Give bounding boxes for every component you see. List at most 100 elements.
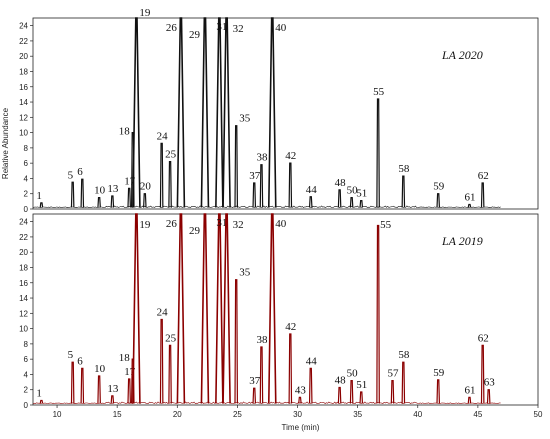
peak-label-58: 58 <box>398 349 410 361</box>
peak-40 <box>267 213 277 404</box>
y-tick-label: 18 <box>19 67 28 76</box>
peak-48 <box>337 386 342 404</box>
peak-label-1: 1 <box>36 190 42 202</box>
x-tick-label: 20 <box>173 410 182 419</box>
peak-13 <box>110 195 115 208</box>
peak-label-35: 35 <box>239 267 251 279</box>
peak-44 <box>308 196 313 208</box>
peak-13 <box>110 395 115 404</box>
peak-label-25: 25 <box>165 332 177 344</box>
y-axis-title: Relative Abundance <box>1 107 10 179</box>
peak-label-19: 19 <box>139 7 151 19</box>
y-tick-label: 12 <box>19 309 28 318</box>
baseline-trace <box>32 205 501 208</box>
peak-10 <box>97 196 101 208</box>
peak-24 <box>159 142 164 208</box>
peak-55 <box>376 224 380 404</box>
peak-label-40: 40 <box>275 218 287 230</box>
peak-26 <box>176 213 186 404</box>
y-tick-label: 24 <box>19 22 28 31</box>
peak-label-13: 13 <box>107 183 119 195</box>
y-tick-label: 20 <box>19 52 28 61</box>
peak-label-58: 58 <box>398 163 410 175</box>
peak-63 <box>486 389 491 404</box>
peak-label-63: 63 <box>484 377 496 389</box>
peak-62 <box>480 182 485 208</box>
peak-label-42: 42 <box>285 321 296 333</box>
peak-label-48: 48 <box>335 374 347 386</box>
peak-label-48: 48 <box>335 177 347 189</box>
peak-24 <box>159 318 164 404</box>
peak-37 <box>252 387 257 404</box>
peak-label-59: 59 <box>433 181 445 193</box>
peak-label-38: 38 <box>256 152 268 164</box>
peak-label-55: 55 <box>373 86 385 98</box>
y-tick-label: 18 <box>19 263 28 272</box>
peak-35 <box>234 279 239 404</box>
peak-59 <box>436 379 441 404</box>
peak-label-37: 37 <box>249 375 261 387</box>
peak-label-61: 61 <box>464 384 475 396</box>
peak-48 <box>337 189 342 208</box>
peak-59 <box>436 193 441 208</box>
peak-26 <box>176 17 186 208</box>
peak-31 <box>215 17 224 208</box>
x-axis-title: Time (min) <box>282 423 320 432</box>
peak-label-19: 19 <box>139 219 151 231</box>
peak-17 <box>127 187 131 208</box>
peak-62 <box>480 344 485 404</box>
peak-50 <box>349 379 354 404</box>
peak-label-51: 51 <box>356 188 367 200</box>
peak-25 <box>168 161 172 208</box>
peak-58 <box>401 361 406 404</box>
peak-label-20: 20 <box>140 181 152 193</box>
peak-label-51: 51 <box>356 379 367 391</box>
peak-label-50: 50 <box>347 185 359 197</box>
peak-42 <box>288 162 293 208</box>
peak-label-57: 57 <box>388 368 400 380</box>
peak-42 <box>288 333 293 404</box>
peak-label-5: 5 <box>68 169 74 181</box>
peak-29 <box>200 213 210 404</box>
y-tick-label: 0 <box>24 401 29 410</box>
peak-20 <box>143 193 147 208</box>
peak-label-25: 25 <box>165 149 177 161</box>
peak-5 <box>70 181 75 208</box>
peak-6 <box>80 367 85 404</box>
y-tick-label: 16 <box>19 83 28 92</box>
peak-label-44: 44 <box>306 184 318 196</box>
peak-label-38: 38 <box>256 334 268 346</box>
peak-label-17: 17 <box>124 175 136 187</box>
y-tick-label: 4 <box>24 174 29 183</box>
peak-31 <box>215 213 224 404</box>
peak-label-32: 32 <box>233 23 244 35</box>
peak-label-1: 1 <box>36 387 42 399</box>
peak-label-42: 42 <box>285 150 296 162</box>
x-tick-label: 10 <box>53 410 62 419</box>
x-tick-label: 35 <box>353 410 362 419</box>
peak-17 <box>127 378 131 404</box>
peak-label-13: 13 <box>107 383 119 395</box>
y-tick-label: 8 <box>24 340 29 349</box>
peak-label-62: 62 <box>478 332 489 344</box>
y-tick-label: 14 <box>19 98 28 107</box>
y-tick-label: 24 <box>19 218 28 227</box>
peak-label-24: 24 <box>157 306 169 318</box>
peak-10 <box>97 375 101 404</box>
peak-32 <box>222 17 231 208</box>
peak-57 <box>390 379 395 404</box>
peak-44 <box>308 367 313 404</box>
peak-29 <box>200 17 210 208</box>
peak-label-31: 31 <box>216 217 227 229</box>
x-tick-label: 45 <box>473 410 482 419</box>
peak-label-32: 32 <box>233 219 244 231</box>
peak-32 <box>222 213 231 404</box>
peak-label-50: 50 <box>347 368 359 380</box>
peak-label-37: 37 <box>249 170 261 182</box>
plot-frame <box>32 213 539 406</box>
peak-38 <box>259 164 264 208</box>
y-tick-label: 4 <box>24 370 29 379</box>
x-tick-label: 25 <box>233 410 242 419</box>
peak-61 <box>467 396 472 404</box>
